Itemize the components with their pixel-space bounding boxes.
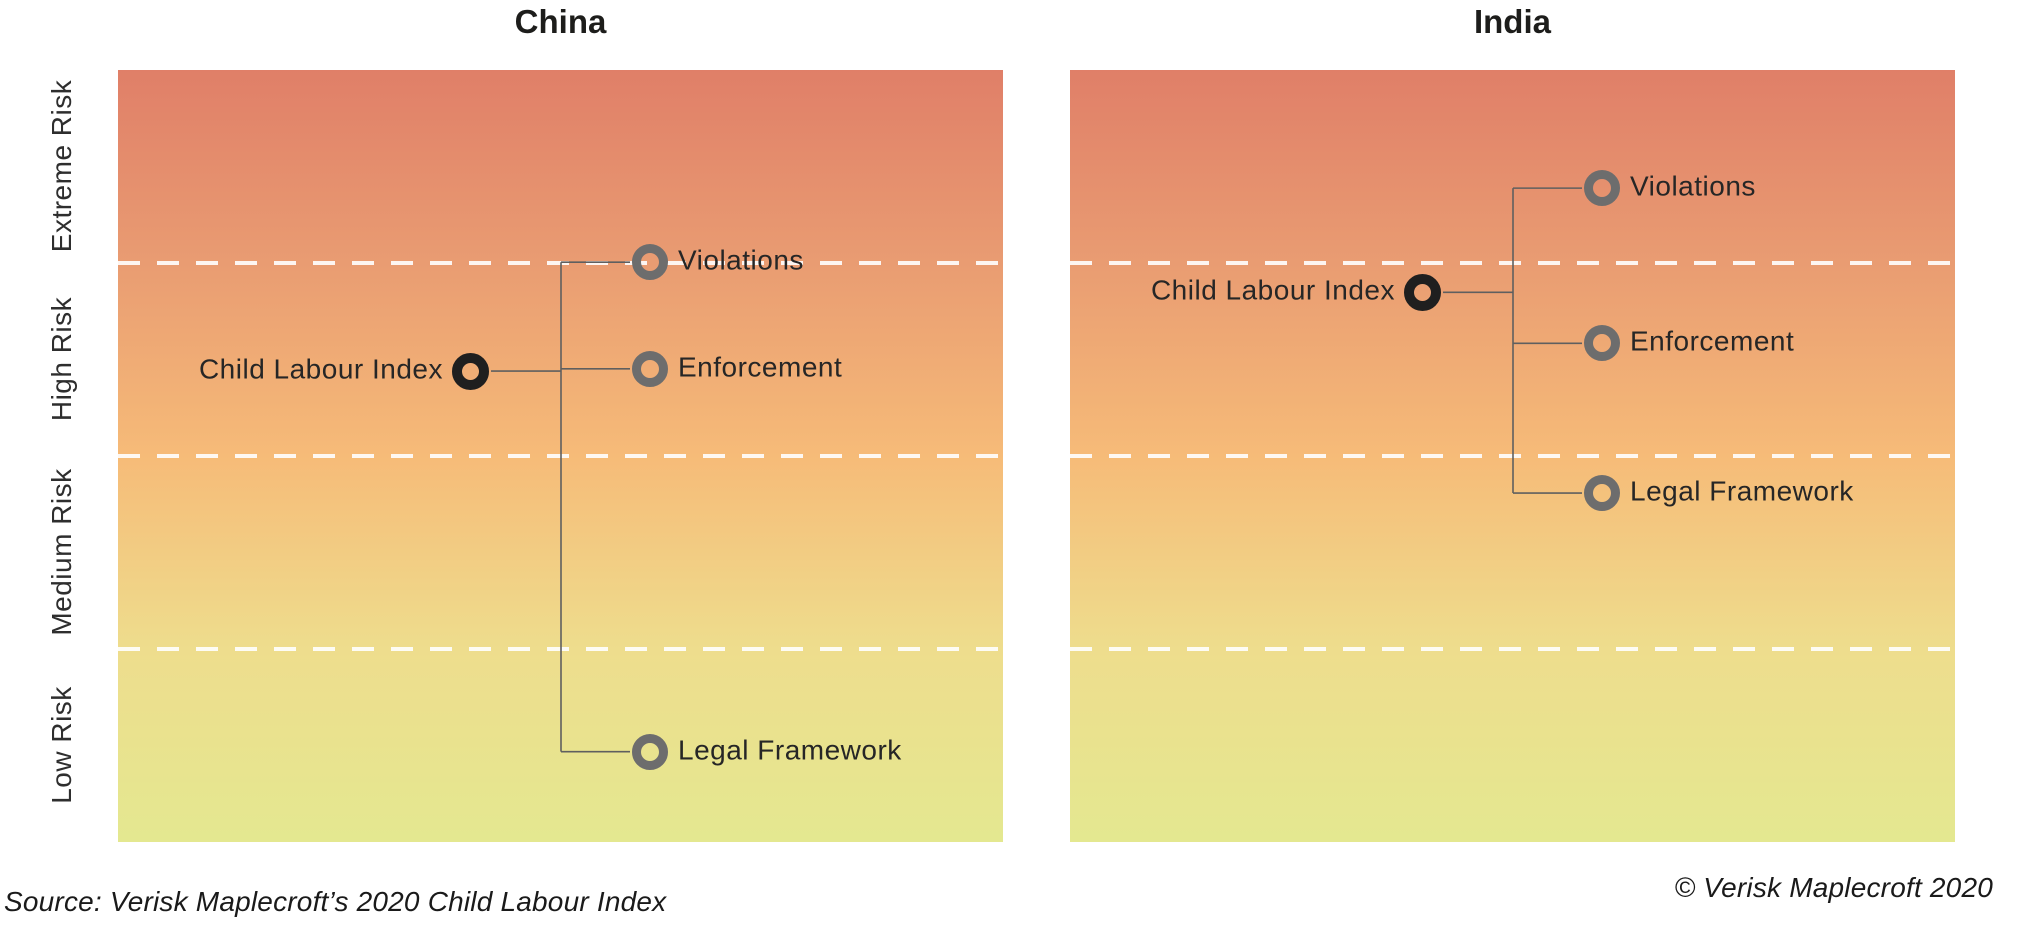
risk-band-divider-line (118, 647, 1003, 651)
y-axis-label-medium-risk: Medium Risk (46, 468, 77, 636)
violations-label: Violations (678, 244, 804, 276)
copyright-notice: © Verisk Maplecroft 2020 (1674, 872, 1993, 903)
child-labour-index-label: Child Labour Index (198, 353, 443, 385)
connector-lines (491, 261, 630, 753)
y-axis-label-low-risk: Low Risk (46, 686, 77, 804)
risk-band-divider-line (118, 454, 1003, 458)
legal-framework-marker (632, 733, 668, 770)
risk-band-divider-line (1070, 647, 1955, 651)
chart-panel-china: Child Labour Index Violations Enforcement L… (118, 70, 1003, 842)
y-axis-label-high-risk: High Risk (46, 296, 77, 422)
risk-band-divider-line (1070, 454, 1955, 458)
violations-label: Violations (1630, 170, 1756, 202)
connector-lines (1443, 187, 1582, 494)
child-labour-index-marker (451, 352, 489, 390)
child-labour-index-label: Child Labour Index (1150, 275, 1395, 307)
chart-panel-india: Child Labour Index Violations Enforcement L… (1070, 70, 1955, 842)
y-axis-label-extreme-risk: Extreme Risk (46, 79, 77, 253)
enforcement-label: Enforcement (678, 351, 843, 383)
risk-band-divider-line (1070, 261, 1955, 265)
enforcement-marker (632, 350, 668, 387)
risk-band-divider-line (118, 261, 1003, 265)
panel-title-china: China (514, 3, 607, 40)
enforcement-label: Enforcement (1630, 326, 1795, 358)
enforcement-marker (1584, 325, 1620, 362)
source-credit: Source: Verisk Maplecroft’s 2020 Child L… (4, 886, 667, 917)
legal-framework-label: Legal Framework (678, 734, 902, 766)
child-labour-index-marker (1403, 273, 1441, 311)
panel-title-india: India (1473, 3, 1551, 40)
legal-framework-label: Legal Framework (1630, 475, 1854, 507)
legal-framework-marker (1584, 475, 1620, 512)
violations-marker (632, 244, 668, 281)
violations-marker (1584, 170, 1620, 207)
